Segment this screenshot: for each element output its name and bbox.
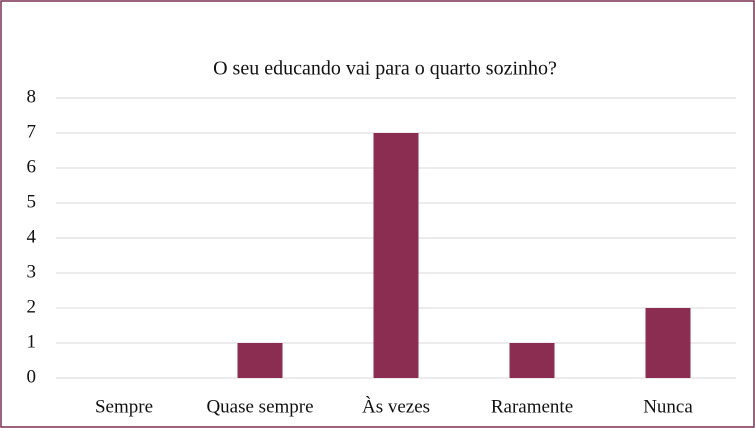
x-tick-label: Raramente bbox=[491, 396, 573, 417]
x-tick-label: Nunca bbox=[643, 396, 693, 417]
bar bbox=[237, 343, 283, 378]
y-tick-label: 6 bbox=[27, 156, 37, 177]
bar bbox=[373, 133, 419, 378]
bar bbox=[645, 308, 691, 378]
y-tick-label: 2 bbox=[27, 296, 37, 317]
x-tick-label: Às vezes bbox=[362, 395, 430, 417]
y-tick-label: 7 bbox=[27, 121, 37, 142]
chart-title: O seu educando vai para o quarto sozinho… bbox=[213, 58, 557, 80]
x-tick-label: Quase sempre bbox=[206, 396, 313, 417]
y-tick-label: 1 bbox=[27, 331, 37, 352]
y-tick-label: 4 bbox=[27, 226, 37, 247]
bar bbox=[509, 343, 555, 378]
y-tick-label: 0 bbox=[27, 366, 37, 387]
x-tick-label: Sempre bbox=[95, 396, 153, 417]
y-tick-label: 3 bbox=[27, 261, 37, 282]
y-tick-label: 8 bbox=[27, 86, 37, 107]
y-tick-label: 5 bbox=[27, 191, 37, 212]
